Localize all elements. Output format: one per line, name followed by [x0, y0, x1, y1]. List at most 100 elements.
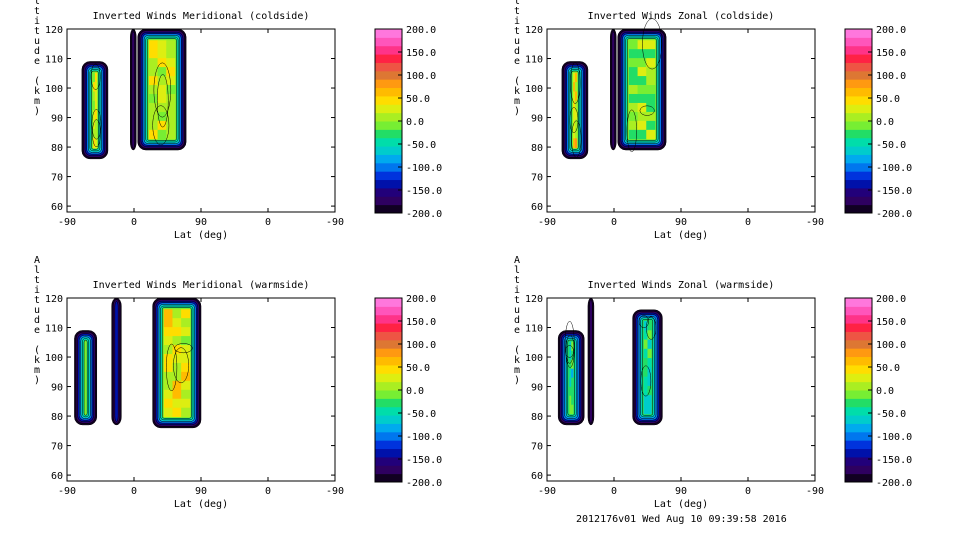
data-cell	[628, 102, 638, 113]
data-cell	[647, 376, 652, 387]
colorbar-label: 150.0	[876, 317, 906, 328]
data-region	[137, 28, 187, 151]
x-tick-label: 0	[265, 217, 271, 228]
colorbar-swatch	[845, 37, 872, 47]
contour-line	[639, 105, 655, 116]
chart-title: Inverted Winds Zonal (warmside)	[588, 280, 775, 291]
data-cell	[94, 91, 98, 102]
data-cell	[181, 309, 191, 319]
data-cell	[569, 350, 572, 361]
y-tick-label: 100	[45, 353, 63, 364]
contour-line	[569, 107, 579, 133]
data-region	[111, 297, 122, 426]
data-cell	[643, 395, 648, 405]
colorbar-swatch	[845, 104, 872, 114]
colorbar-swatch	[375, 95, 402, 105]
data-cell	[643, 367, 648, 378]
y-tick-label: 110	[45, 55, 63, 66]
y-tick-label: 60	[51, 202, 63, 213]
colorbar-swatch	[845, 440, 872, 450]
colorbar-swatch	[845, 87, 872, 97]
colorbar-swatch	[845, 314, 872, 324]
data-region	[81, 61, 109, 160]
y-tick-label: 80	[531, 143, 543, 154]
colorbar-swatch	[375, 306, 402, 316]
data-cell	[571, 377, 574, 388]
panel-1: Inverted Winds Meridional (coldside) -90 0…	[32, 0, 443, 241]
data-cell	[571, 404, 574, 415]
data-cell	[647, 404, 652, 415]
data-cell	[573, 91, 576, 102]
x-tick-label: -90	[538, 486, 556, 497]
colorbar-swatch	[375, 314, 402, 324]
y-axis-label: Altitude (km)	[32, 0, 43, 116]
colorbar-swatch	[375, 154, 402, 164]
colorbar-swatch	[845, 373, 872, 383]
colorbar-swatch	[845, 112, 872, 122]
colorbar-swatch	[845, 187, 872, 197]
colorbar-swatch	[375, 390, 402, 399]
data-cell	[181, 389, 191, 400]
y-tick-label: 100	[525, 84, 543, 95]
data-cell	[574, 138, 578, 149]
data-cell	[643, 321, 648, 331]
data-cell	[637, 67, 647, 77]
y-tick-label: 60	[51, 471, 63, 482]
colorbar-label: -50.0	[876, 409, 906, 420]
colorbar-label: -50.0	[876, 140, 906, 151]
colorbar-swatch	[375, 187, 402, 197]
colorbar-label: -150.0	[406, 455, 442, 466]
data-cell	[628, 129, 638, 140]
data-cell	[569, 395, 572, 406]
contour-line	[640, 365, 652, 397]
colorbar-swatch	[375, 171, 402, 181]
colorbar-swatch	[845, 431, 872, 441]
data-cell	[166, 120, 176, 131]
contour-line	[564, 321, 575, 364]
data-cell	[646, 67, 656, 77]
data-cell	[569, 377, 572, 388]
data-cell	[166, 58, 176, 68]
data-cell	[172, 345, 182, 355]
y-tick-label: 120	[525, 294, 543, 305]
colorbar-label: 100.0	[876, 71, 906, 82]
colorbar-label: 150.0	[876, 48, 906, 59]
x-axis-label: Lat (deg)	[654, 499, 708, 510]
data-cell	[573, 119, 576, 130]
colorbar-swatch	[845, 390, 872, 399]
colorbar-swatch	[375, 62, 402, 72]
colorbar-swatch	[845, 95, 872, 105]
y-tick-label: 60	[531, 471, 543, 482]
colorbar-label: 100.0	[876, 340, 906, 351]
data-cell	[646, 85, 656, 95]
colorbar-swatch	[845, 306, 872, 316]
contour-line	[152, 105, 170, 146]
colorbar-label: -200.0	[406, 209, 442, 220]
data-cell	[93, 100, 96, 111]
y-tick-label: 70	[51, 442, 63, 453]
data-cell	[647, 330, 652, 340]
plot-area	[546, 297, 816, 482]
x-tick-label: 0	[745, 486, 751, 497]
data-cell	[163, 327, 173, 337]
data-cell	[574, 110, 578, 120]
colorbar-label: -200.0	[876, 478, 912, 489]
y-axis-label: Altitude (km)	[32, 255, 43, 385]
colorbar-swatch	[845, 137, 872, 147]
data-cell	[93, 82, 96, 92]
colorbar-swatch	[845, 406, 872, 416]
colorbar-swatch	[375, 87, 402, 97]
data-cell	[181, 345, 191, 355]
contour-line	[571, 120, 582, 158]
colorbar-label: 150.0	[406, 48, 436, 59]
colorbar-swatch	[375, 104, 402, 114]
data-cell	[93, 72, 96, 83]
data-cell	[647, 358, 652, 368]
colorbar: 200.0 150.0 100.0 50.0 0.0 -50.0 -100.0 -150.0 -…	[844, 294, 912, 489]
contour-line	[166, 343, 178, 392]
colorbar-swatch	[375, 431, 402, 441]
colorbar-swatch	[845, 79, 872, 89]
colorbar-swatch	[845, 456, 872, 466]
data-cell	[93, 91, 96, 102]
